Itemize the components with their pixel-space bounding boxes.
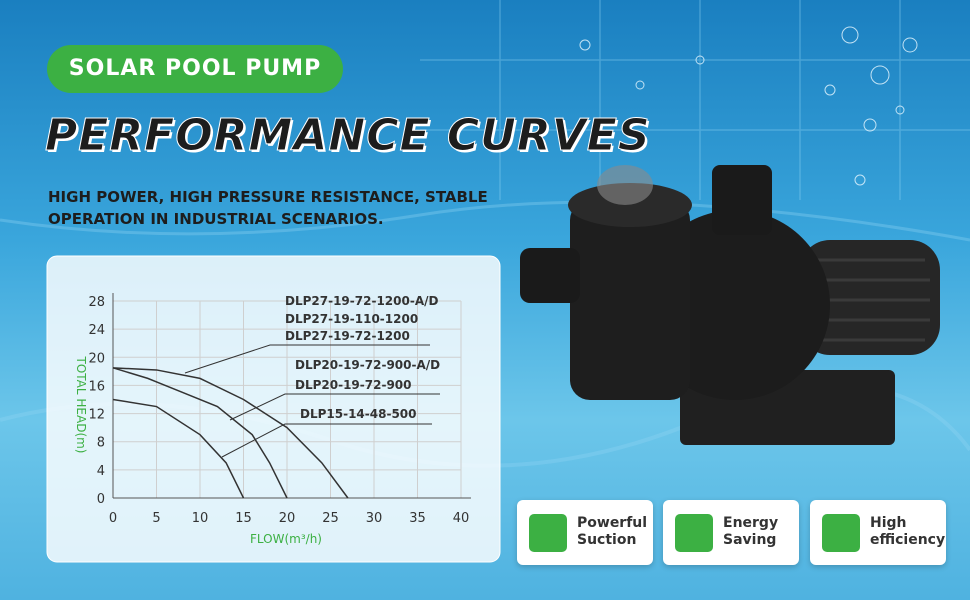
- y-tick-label: 20: [88, 351, 105, 366]
- y-tick-label: 4: [97, 464, 105, 479]
- x-tick-label: 10: [192, 511, 209, 526]
- y-tick-label: 12: [88, 408, 105, 423]
- leader-line: [184, 344, 430, 374]
- x-tick-label: 25: [322, 511, 339, 526]
- pump-illustration: [520, 165, 940, 445]
- y-tick-label: 24: [88, 323, 105, 338]
- x-tick-label: 15: [235, 511, 252, 526]
- y-tick-label: 0: [97, 492, 105, 507]
- curve: [112, 398, 245, 499]
- feature-icon: [529, 514, 567, 552]
- y-tick-label: 16: [88, 379, 105, 394]
- x-tick-label: 35: [409, 511, 426, 526]
- feature-text: Powerful Suction: [577, 515, 648, 548]
- x-tick-label: 30: [366, 511, 383, 526]
- curve: [112, 367, 288, 499]
- feature-card: Energy Saving: [663, 500, 799, 565]
- x-tick-label: 40: [453, 511, 470, 526]
- curve-label: DLP27-19-72-1200-A/D: [285, 294, 438, 308]
- y-tick-label: 28: [88, 295, 105, 310]
- curve-label: DLP20-19-72-900: [295, 378, 412, 392]
- feature-card: High efficiency: [810, 500, 946, 565]
- subtitle: HIGH POWER, HIGH PRESSURE RESISTANCE, ST…: [48, 188, 488, 228]
- feature-text: Energy Saving: [723, 515, 779, 548]
- chart: 0 4 8 12 16 20 24 28 0 5 10 15 20 25 30 35 40 FLOW(m³/h) T…: [46, 255, 501, 563]
- curve-label: DLP15-14-48-500: [300, 407, 417, 421]
- y-axis-label: TOTAL HEAD(m): [74, 356, 88, 454]
- x-tick-label: 0: [109, 511, 117, 526]
- curve-label: DLP27-19-72-1200: [285, 329, 410, 343]
- leader-line: [229, 393, 440, 421]
- y-tick-label: 8: [97, 436, 105, 451]
- feature-icon: [822, 514, 860, 552]
- x-axis-label: FLOW(m³/h): [250, 532, 322, 546]
- feature-card: Powerful Suction: [517, 500, 653, 565]
- leader-line: [221, 423, 432, 458]
- chart-panel: [46, 255, 501, 563]
- badge: SOLAR POOL PUMP: [47, 45, 343, 93]
- x-tick-label: 5: [152, 511, 160, 526]
- feature-text: High efficiency: [870, 515, 946, 548]
- curve-label: DLP27-19-110-1200: [285, 312, 418, 326]
- feature-icon: [675, 514, 713, 552]
- x-tick-label: 20: [279, 511, 296, 526]
- curve: [112, 367, 349, 499]
- page-title: PERFORMANCE CURVES: [45, 110, 651, 162]
- curve-label: DLP20-19-72-900-A/D: [295, 358, 440, 372]
